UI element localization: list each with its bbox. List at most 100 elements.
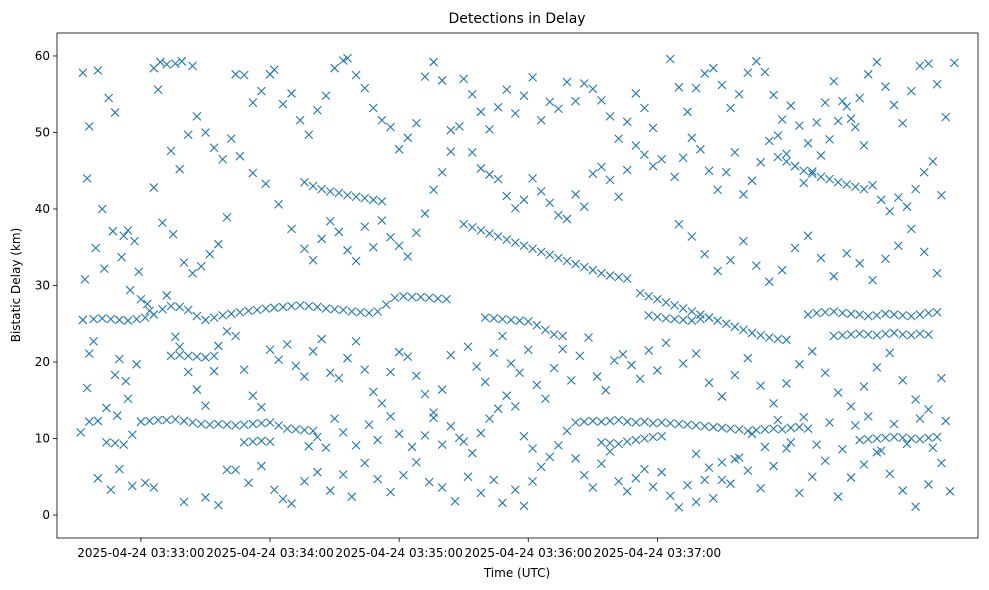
data-point: [769, 461, 778, 471]
data-point: [665, 491, 675, 501]
data-point: [261, 304, 271, 313]
data-point: [622, 437, 632, 446]
data-point: [476, 107, 486, 117]
data-point: [855, 329, 865, 339]
data-point: [597, 459, 606, 469]
data-point: [859, 141, 869, 150]
data-point: [209, 143, 219, 153]
chart-title: Detections in Delay: [448, 11, 585, 27]
data-point: [640, 103, 649, 113]
data-point: [850, 182, 860, 192]
data-point: [648, 482, 658, 492]
data-point: [597, 268, 606, 278]
data-point: [257, 461, 266, 471]
data-point: [764, 277, 774, 287]
data-point: [321, 443, 331, 453]
y-axis: 0 10 20 30 40 50 60: [35, 49, 57, 522]
data-point: [377, 196, 387, 206]
data-point: [459, 219, 469, 229]
data-point: [411, 118, 421, 128]
data-point: [898, 118, 908, 128]
data-point: [437, 76, 447, 85]
data-point: [489, 348, 499, 358]
data-point: [820, 307, 830, 317]
data-point: [450, 496, 460, 506]
data-point: [510, 485, 520, 495]
data-point: [274, 200, 284, 209]
data-point: [467, 222, 477, 232]
y-tick-label: 30: [35, 279, 50, 293]
data-point: [691, 421, 701, 430]
data-point: [121, 376, 131, 386]
data-point: [175, 164, 185, 174]
data-point: [713, 185, 723, 195]
data-point: [726, 479, 735, 489]
data-point: [166, 301, 176, 311]
data-point: [222, 465, 232, 475]
data-point: [433, 294, 443, 303]
data-point: [579, 202, 589, 212]
data-point: [476, 164, 486, 173]
data-point: [325, 186, 335, 196]
data-point: [300, 476, 309, 486]
data-point: [631, 141, 641, 150]
data-point: [519, 501, 529, 511]
data-point: [915, 329, 925, 339]
data-point: [726, 255, 735, 265]
data-point: [437, 167, 447, 177]
data-point: [691, 83, 701, 93]
data-point: [142, 299, 152, 309]
x-tick-label: 2025-04-24 03:35:00: [335, 546, 462, 560]
data-point: [893, 241, 903, 251]
data-point: [640, 417, 649, 427]
data-point: [78, 68, 88, 78]
plot-area: [56, 32, 979, 539]
data-point: [166, 146, 176, 156]
data-point: [278, 99, 288, 109]
data-point: [773, 415, 783, 425]
data-point: [196, 419, 206, 429]
data-point: [614, 192, 624, 202]
data-point: [498, 498, 507, 508]
y-tick-label: 20: [35, 355, 50, 369]
data-point: [493, 232, 503, 241]
data-point: [394, 144, 404, 154]
data-point: [588, 416, 598, 426]
data-point: [386, 487, 395, 497]
data-point: [648, 123, 658, 133]
data-point: [597, 95, 606, 105]
data-point: [334, 227, 344, 237]
data-point: [588, 84, 598, 94]
data-point: [218, 154, 228, 164]
data-point: [226, 134, 236, 143]
data-point: [618, 349, 628, 359]
data-point: [889, 100, 899, 110]
data-point: [493, 404, 503, 414]
data-point: [386, 232, 395, 242]
data-point: [872, 330, 882, 340]
data-point: [429, 57, 438, 67]
data-point: [631, 473, 641, 483]
data-point: [661, 297, 671, 307]
data-point: [769, 398, 778, 408]
data-point: [222, 213, 232, 222]
data-point: [631, 435, 641, 445]
data-point: [269, 65, 279, 75]
data-point: [674, 503, 684, 512]
data-point: [261, 179, 271, 189]
data-point: [386, 367, 395, 377]
data-point: [696, 144, 705, 154]
data-point: [110, 108, 120, 117]
data-point: [820, 98, 830, 108]
data-point: [915, 61, 925, 71]
data-point: [519, 241, 529, 251]
y-tick-label: 0: [42, 508, 50, 522]
data-point: [730, 454, 740, 464]
data-point: [119, 231, 129, 241]
data-point: [140, 313, 150, 323]
data-point: [700, 249, 710, 259]
data-point: [257, 436, 266, 446]
data-point: [248, 168, 258, 178]
data-point: [872, 434, 882, 443]
